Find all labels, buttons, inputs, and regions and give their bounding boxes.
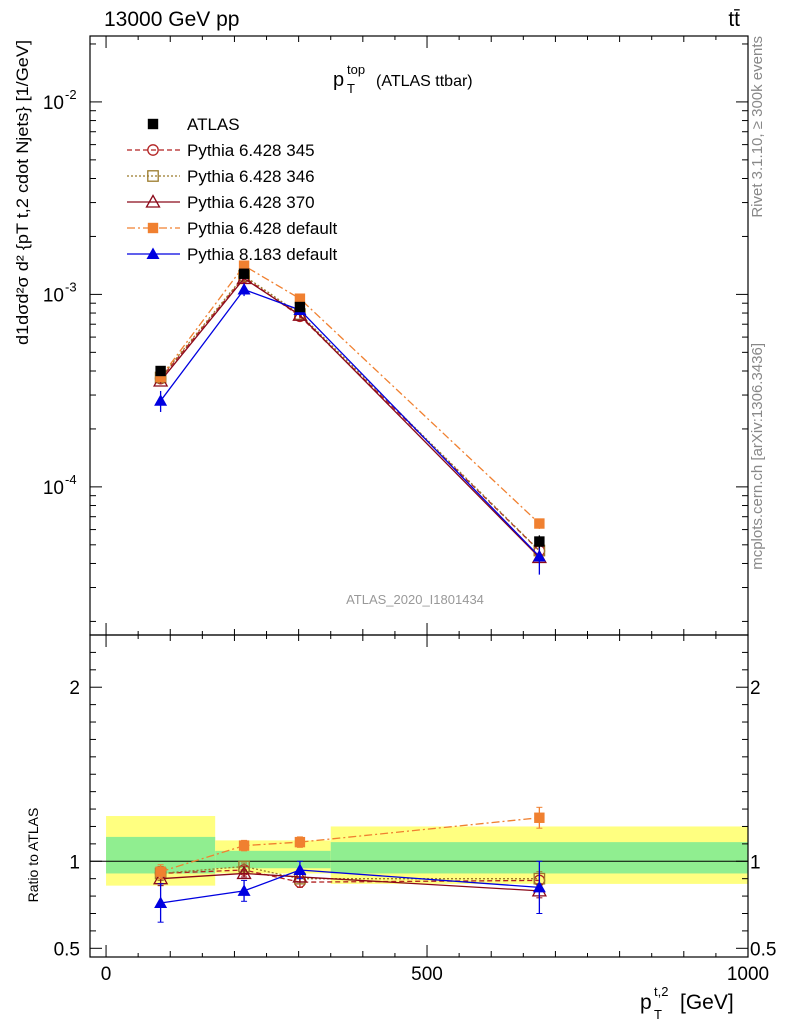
- title-sup: top: [347, 62, 365, 77]
- rivet-label: Rivet 3.1.10, ≥ 300k events: [749, 36, 766, 218]
- legend-item: Pythia 6.428 default: [127, 219, 338, 238]
- x-label-main: p: [640, 991, 652, 1014]
- main-data-point: [294, 293, 306, 304]
- legend-marker: [147, 144, 159, 156]
- main-y-label: d1dσd²σ d² {pT t,2 cdot Njets} [1/GeV]: [13, 40, 32, 345]
- ratio-series-line: [160, 817, 540, 873]
- main-series-1: [154, 271, 546, 557]
- main-data-point: [154, 394, 168, 406]
- ratio-data-point: [237, 884, 251, 896]
- x-tick-label: 1000: [727, 964, 769, 985]
- main-series-line: [160, 274, 540, 551]
- main-y-ticks: [90, 43, 748, 622]
- ratio-y-tick-label-right: 2: [750, 678, 761, 699]
- main-data-point: [155, 371, 166, 383]
- ratio-data-point: [534, 812, 545, 823]
- x-tick-label: 500: [411, 964, 443, 985]
- x-tick-label: 0: [101, 964, 112, 985]
- legend-label: Pythia 6.428 345: [187, 141, 315, 160]
- main-y-tick-exponent: -3: [65, 279, 77, 294]
- main-data-point: [155, 365, 166, 377]
- title-sub: T: [347, 81, 355, 96]
- main-y-tick-exponent: -4: [65, 472, 77, 487]
- main-data-point: [532, 549, 546, 562]
- main-y-tick-exponent: -2: [65, 87, 77, 102]
- main-y-tick-label: 10: [43, 93, 64, 114]
- ratio-data-point: [293, 863, 307, 875]
- main-series-0: [155, 268, 545, 549]
- main-series-line: [160, 288, 540, 557]
- legend-label: Pythia 6.428 default: [187, 219, 338, 238]
- ratio-data-point: [238, 840, 250, 851]
- main-data-point: [294, 301, 306, 313]
- legend-item: Pythia 6.428 345: [127, 141, 315, 160]
- site-label: mcplots.cern.ch [arXiv:1306.3436]: [749, 343, 766, 570]
- ratio-data-point: [292, 869, 308, 883]
- main-series-line: [160, 276, 540, 552]
- main-data-point: [238, 260, 250, 271]
- ratio-y-label: Ratio to ATLAS: [25, 808, 41, 903]
- title-suffix: (ATLAS ttbar): [376, 73, 473, 90]
- legend-marker: [147, 118, 159, 130]
- ratio-plot-frame: [89, 634, 749, 958]
- x-ticks: [105, 36, 749, 957]
- main-y-tick-label: 10: [43, 478, 64, 499]
- ratio-y-tick-label-right: 0.5: [750, 939, 776, 960]
- analysis-watermark: ATLAS_2020_I1801434: [346, 592, 484, 607]
- legend-item: Pythia 6.428 346: [127, 167, 315, 186]
- legend-item: ATLAS: [147, 115, 240, 134]
- ratio-series-line: [160, 872, 540, 892]
- legend-item: Pythia 6.428 370: [127, 193, 315, 212]
- main-series-line: [160, 264, 540, 525]
- ratio-data-point: [294, 836, 306, 848]
- main-data-point: [534, 536, 545, 547]
- ratio-y-tick-label-right: 1: [750, 852, 761, 873]
- ratio-series-3: [155, 806, 545, 880]
- legend: ATLAS Pythia 6.428 345 Pythia 6.428 346 Pyt…: [127, 115, 338, 264]
- legend-marker: [145, 194, 161, 208]
- process-label: tt̄: [728, 8, 740, 31]
- main-title: p top T (ATLAS ttbar): [333, 62, 473, 96]
- legend-label: Pythia 6.428 370: [187, 193, 315, 212]
- ratio-y-tick-label: 1: [69, 852, 80, 873]
- legend-marker: [147, 222, 159, 234]
- title-main: p: [333, 69, 344, 91]
- legend-label: Pythia 8.183 default: [187, 245, 338, 264]
- legend-label: ATLAS: [187, 115, 240, 134]
- ratio-band-green: [215, 850, 331, 869]
- main-series-5: [154, 283, 546, 575]
- ratio-data-point: [154, 896, 168, 909]
- x-axis-label: p t,2 T [GeV]: [640, 984, 734, 1022]
- legend-item: Pythia 8.183 default: [127, 245, 338, 264]
- ratio-y-tick-label: 2: [69, 678, 80, 699]
- legend-label: Pythia 6.428 346: [187, 167, 315, 186]
- legend-marker: [147, 170, 159, 182]
- svg-text:p: p: [333, 69, 344, 91]
- ratio-bands: [106, 816, 748, 886]
- x-label-sup: t,2: [654, 984, 668, 999]
- x-label-sub: T: [654, 1007, 662, 1022]
- main-data-point: [237, 283, 251, 295]
- ratio-data-point: [532, 880, 546, 893]
- ratio-series-4: [154, 860, 546, 923]
- ratio-y-ticks: [90, 651, 748, 949]
- legend-marker: [146, 247, 160, 259]
- ratio-series-line: [160, 869, 540, 904]
- ratio-y-tick-label: 0.5: [54, 939, 80, 960]
- main-data-point: [534, 518, 545, 529]
- energy-label: 13000 GeV pp: [104, 8, 239, 31]
- ratio-data-point: [236, 865, 252, 880]
- main-data-point: [238, 268, 250, 279]
- ratio-data-point: [155, 866, 166, 877]
- x-label-unit: [GeV]: [680, 991, 734, 1014]
- ratio-series-line: [160, 869, 540, 883]
- main-series-line: [160, 277, 540, 558]
- main-y-tick-label: 10: [43, 285, 64, 306]
- main-series-4: [155, 260, 545, 529]
